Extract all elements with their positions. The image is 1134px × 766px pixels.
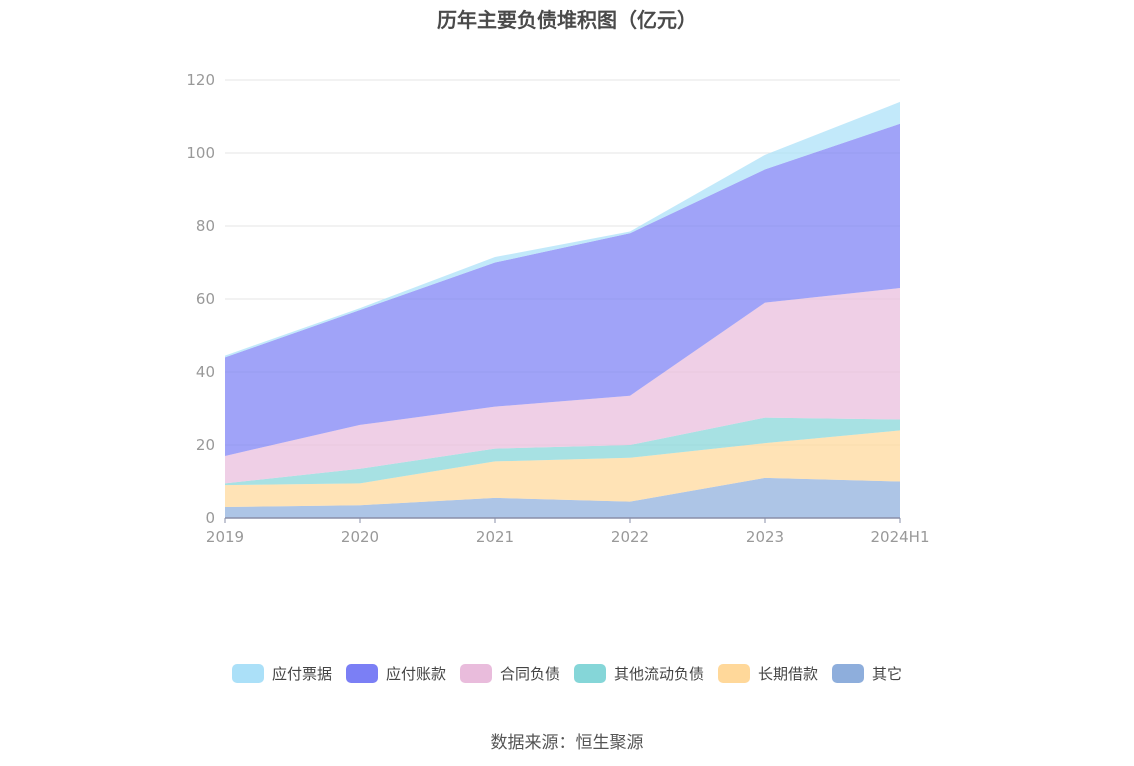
y-tick-label: 80 bbox=[196, 217, 215, 235]
area-应付票据 bbox=[225, 101, 900, 358]
axes: 0 20 40 60 80 100 120 2019 2020 2021 2022 2023 2024H… bbox=[186, 71, 929, 546]
legend-label: 其他流动负债 bbox=[614, 665, 705, 683]
legend: 应付票据 应付账款 合同负债 其他流动负债 长期借款 其它 bbox=[0, 663, 1134, 684]
source-text: 数据来源：恒生聚源 bbox=[490, 733, 644, 753]
area-其它 bbox=[225, 477, 900, 518]
legend-swatch bbox=[718, 664, 751, 683]
legend-swatch bbox=[345, 664, 378, 683]
legend-item[interactable]: 长期借款 bbox=[718, 663, 818, 684]
legend-label: 长期借款 bbox=[758, 665, 819, 683]
y-tick-label: 40 bbox=[196, 363, 215, 381]
legend-label: 应付票据 bbox=[271, 665, 332, 683]
legend-swatch bbox=[832, 664, 865, 683]
y-tick-label: 120 bbox=[186, 71, 215, 89]
legend-item[interactable]: 应付账款 bbox=[345, 663, 446, 684]
legend-label: 其它 bbox=[872, 665, 903, 683]
legend-item[interactable]: 应付票据 bbox=[231, 663, 332, 684]
x-tick-label: 2020 bbox=[341, 528, 379, 546]
x-tick-label: 2021 bbox=[476, 528, 514, 546]
y-tick-label: 20 bbox=[196, 436, 215, 454]
chart-title: 历年主要负债堆积图（亿元） bbox=[437, 8, 697, 32]
legend-item[interactable]: 其它 bbox=[832, 663, 902, 684]
area-应付账款 bbox=[225, 123, 900, 456]
x-tick-label: 2023 bbox=[746, 528, 784, 546]
area-长期借款 bbox=[225, 430, 900, 508]
area-series bbox=[225, 101, 900, 518]
y-tick-label: 0 bbox=[205, 509, 215, 527]
x-tick-label: 2019 bbox=[206, 528, 244, 546]
legend-label: 合同负债 bbox=[499, 665, 560, 683]
area-合同负债 bbox=[225, 288, 900, 484]
legend-item[interactable]: 合同负债 bbox=[459, 663, 560, 684]
x-tick-label: 2022 bbox=[611, 528, 649, 546]
legend-label: 应付账款 bbox=[385, 665, 446, 683]
y-tick-label: 100 bbox=[186, 144, 215, 162]
legend-item[interactable]: 其他流动负债 bbox=[574, 663, 704, 684]
legend-swatch bbox=[231, 664, 264, 683]
y-tick-label: 60 bbox=[196, 290, 215, 308]
area-其他流动负债 bbox=[225, 417, 900, 486]
legend-swatch bbox=[459, 664, 492, 683]
legend-swatch bbox=[574, 664, 606, 683]
x-tick-label: 2024H1 bbox=[871, 528, 930, 546]
